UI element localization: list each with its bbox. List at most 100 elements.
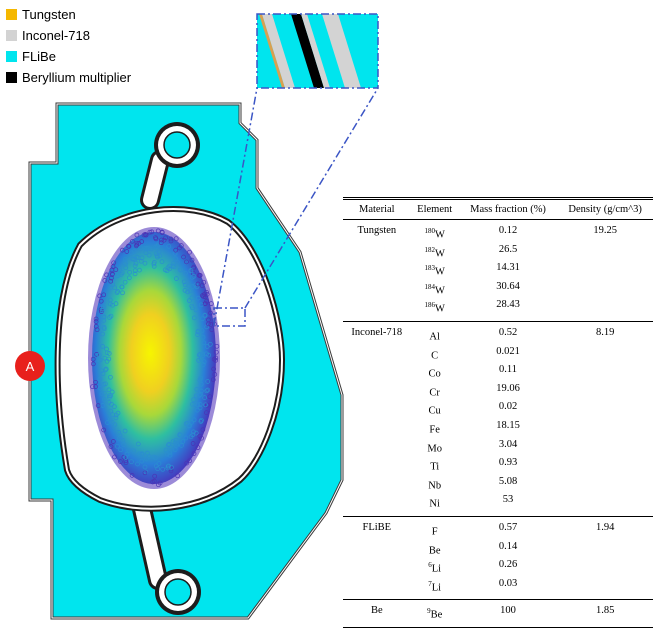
plasma-particle (197, 402, 203, 407)
isotope-mass-number: 184 (424, 282, 435, 291)
plasma-particle (193, 307, 199, 313)
plasma-particle (181, 279, 187, 285)
plasma-particle (195, 332, 200, 337)
plasma-particle (119, 284, 125, 290)
plasma-particle (101, 382, 107, 387)
plasma-particle (213, 349, 219, 355)
element-cell: Ti (411, 456, 459, 475)
legend-swatch (6, 9, 17, 20)
plasma-particle (198, 381, 204, 387)
element-symbol: Li (431, 563, 442, 575)
mass-fraction-cell: 0.12 (498, 225, 518, 236)
element-cell: 9Be (411, 600, 459, 628)
plasma-particle (108, 275, 114, 281)
mass-fraction-cell: 18.15 (496, 419, 520, 431)
plasma-particle (199, 316, 205, 322)
density-cell (557, 400, 653, 419)
density-cell: 19.25 (593, 225, 617, 236)
density-cell: 1.85 (595, 605, 615, 617)
plasma-particle (101, 326, 107, 332)
density-cell: 8.19 (595, 326, 615, 338)
plasma-particle (102, 355, 108, 361)
material-cell (343, 345, 411, 364)
plasma-particle (122, 428, 128, 434)
density-cell (557, 261, 653, 280)
plasma-particle (135, 461, 140, 467)
plasma-particle (208, 301, 214, 306)
element-symbol: F (431, 526, 438, 538)
plasma-particle (189, 257, 195, 263)
plasma-particle (203, 301, 208, 306)
mass-fraction-cell: 0.11 (499, 364, 518, 376)
plasma-particle (211, 366, 217, 372)
plasma-particle (187, 458, 192, 464)
plasma-particle (132, 268, 138, 274)
plasma-particle (198, 356, 204, 362)
plasma-particle (117, 433, 123, 438)
table-row: 7Li 0.03 (343, 577, 653, 600)
plasma-particle (201, 340, 207, 346)
plasma-particle (108, 444, 114, 449)
material-cell (343, 298, 411, 321)
plasma-particle (129, 473, 135, 478)
plasma-particle (98, 298, 104, 304)
isotope-mass-number: 180 (424, 227, 435, 235)
plasma-particle (139, 239, 144, 244)
plasma-particle (139, 458, 145, 464)
plasma-particle (156, 482, 161, 488)
plasma-particle (112, 422, 118, 427)
plasma-particle (168, 238, 174, 244)
plasma-particle (208, 310, 213, 316)
plasma-particle (191, 264, 197, 270)
plasma-particle (185, 289, 190, 295)
plasma-particle (195, 445, 201, 450)
isotope-mass-number: 6 (428, 561, 432, 570)
plasma-particle (134, 240, 140, 246)
plasma-particle (200, 362, 206, 367)
plasma-particle (133, 260, 139, 266)
element-cell: 182W (411, 243, 459, 262)
plasma-particle (113, 273, 119, 279)
plasma-particle (198, 302, 204, 308)
plasma-particle (90, 361, 96, 367)
plasma-particle (110, 439, 116, 444)
mass-fraction-cell: 53 (502, 494, 514, 506)
plasma-particle (177, 432, 183, 438)
plasma-particle (99, 391, 105, 397)
plasma-particle (98, 307, 104, 312)
plasma-particle (123, 265, 129, 271)
zoom-inset-frame (256, 13, 379, 89)
header-material: Material (359, 204, 395, 215)
plasma-particle (195, 295, 201, 301)
plasma-particle (195, 402, 201, 408)
material-cell (343, 382, 411, 401)
table-row: Be 9Be 100 1.85 (343, 600, 653, 628)
element-cell: 183W (411, 261, 459, 280)
plasma-particle (195, 281, 201, 287)
plasma-particle (94, 352, 99, 357)
element-cell: Cr (411, 382, 459, 401)
plasma-particle (190, 441, 196, 446)
plasma-particle (166, 463, 171, 469)
element-cell: 184W (411, 280, 459, 299)
plasma-particle (171, 260, 176, 266)
element-cell: Be (411, 540, 459, 559)
plasma-particle (146, 252, 152, 258)
plasma-particle (90, 356, 96, 362)
plasma-particle (139, 452, 144, 457)
table-row: 183W 14.31 (343, 261, 653, 280)
marker-label: A (26, 359, 35, 374)
plasma-particle (101, 390, 107, 396)
element-cell: Cu (411, 400, 459, 419)
plasma-particle (151, 261, 157, 267)
plasma-particle (163, 235, 168, 241)
plasma-particle (207, 341, 213, 347)
table-row: 182W 26.5 (343, 243, 653, 262)
plasma-particle (124, 451, 130, 457)
zoom-inset-layers (257, 14, 378, 88)
plasma-particle (138, 258, 144, 264)
element-cell: F (411, 516, 459, 539)
plasma-particle (192, 401, 198, 407)
plasma-particle (197, 392, 202, 398)
table-row: Ni 53 (343, 493, 653, 517)
